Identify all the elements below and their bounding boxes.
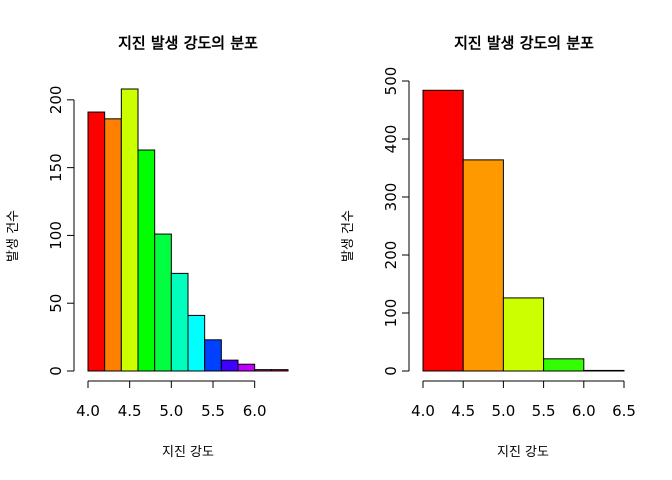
x-tick-label-right-4: 6.0: [572, 402, 596, 420]
x-axis-label-right: 지진 강도: [497, 445, 549, 460]
x-tick-label-left-4: 6.0: [243, 402, 267, 420]
y-tick-label-left-3: 150: [47, 153, 65, 182]
histogram-bar-left-9: [237, 363, 256, 372]
histogram-panel-right: 지진 발생 강도의 분포 지진 강도 발생 건수 4.0 4.5 5.0 5.5 6.0…: [341, 34, 636, 460]
y-tick-label-right-5: 500: [382, 67, 400, 96]
x-tick-label-left-0: 4.0: [76, 402, 100, 420]
histogram-bar-right-2: [502, 297, 545, 372]
histogram-bar-left-0: [87, 111, 106, 372]
x-axis-label-left: 지진 강도: [162, 445, 214, 460]
x-tick-label-right-3: 5.5: [532, 402, 556, 420]
y-axis-label-right: 발생 건수: [341, 210, 356, 262]
x-tick-label-right-1: 4.5: [451, 402, 475, 420]
x-tick-label-left-3: 5.5: [201, 402, 225, 420]
histogram-bar-left-11: [270, 369, 289, 372]
histogram-bar-left-5: [170, 272, 189, 372]
y-tick-label-right-1: 100: [382, 299, 400, 328]
histogram-bar-left-1: [104, 118, 122, 372]
y-tick-label-right-0: 0: [382, 366, 400, 376]
histogram-panel-left: 지진 발생 강도의 분포 지진 강도 발생 건수 4.0 4.5 5.0 5.5 6.0…: [6, 34, 289, 460]
histogram-bar-right-0: [422, 89, 464, 372]
y-tick-label-right-4: 400: [382, 125, 400, 154]
y-axis-right: 0 100 200 300 400 500: [382, 67, 410, 376]
histogram-bar-left-4: [154, 233, 172, 372]
y-tick-label-left-4: 200: [47, 86, 65, 115]
chart-title-left: 지진 발생 강도의 분포: [118, 34, 258, 52]
x-axis-right: 4.0 4.5 5.0 5.5 6.0 6.5: [411, 380, 636, 420]
y-tick-label-right-2: 200: [382, 241, 400, 270]
histogram-bar-right-4: [583, 369, 625, 372]
y-tick-label-left-0: 0: [47, 366, 65, 376]
histogram-bar-left-8: [220, 359, 239, 372]
histogram-bar-right-3: [543, 358, 585, 372]
y-axis-left: 0 50 100 150 200: [47, 86, 75, 376]
x-tick-label-right-5: 6.5: [612, 402, 636, 420]
y-axis-label-left: 발생 건수: [6, 210, 21, 262]
x-tick-label-right-2: 5.0: [491, 402, 515, 420]
x-axis-left: 4.0 4.5 5.0 5.5 6.0: [76, 380, 267, 420]
histogram-bar-right-1: [462, 159, 504, 372]
x-tick-label-right-0: 4.0: [411, 402, 435, 420]
bars-left: [87, 88, 289, 372]
histogram-bar-left-6: [187, 314, 206, 372]
histogram-bar-left-2: [120, 88, 139, 372]
histogram-bar-left-7: [204, 339, 222, 372]
x-tick-label-left-1: 4.5: [118, 402, 142, 420]
chart-title-right: 지진 발생 강도의 분포: [454, 34, 594, 52]
y-tick-label-left-2: 100: [47, 221, 65, 250]
y-tick-label-right-3: 300: [382, 183, 400, 212]
x-tick-label-left-2: 5.0: [159, 402, 183, 420]
bars-right: [422, 89, 625, 372]
histogram-bar-left-3: [137, 149, 156, 372]
y-tick-label-left-1: 50: [47, 294, 65, 313]
histogram-bar-left-10: [254, 369, 272, 372]
